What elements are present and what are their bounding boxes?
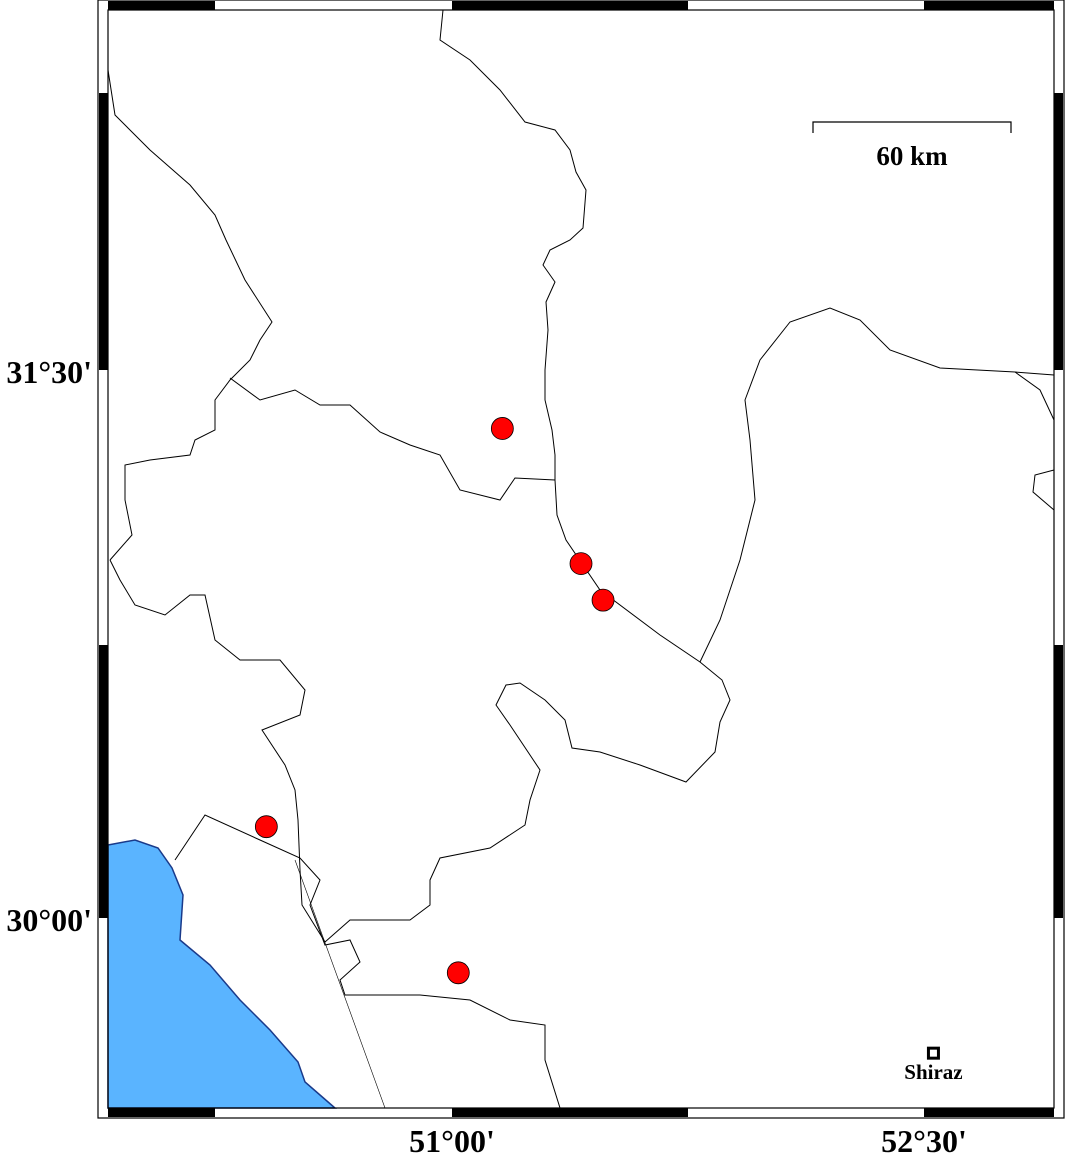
map-frame [97,0,1065,1119]
events-layer [254,417,615,985]
boundary-line [294,859,386,1109]
frame-segment [924,1,1054,10]
lon-tick-label: 52°30' [881,1123,967,1156]
boundary-line [1032,469,1055,511]
event-marker [569,552,593,576]
event-marker [591,588,615,612]
scale-bar: 60 km [812,121,1012,171]
city-marker [926,1046,940,1060]
boundaries [107,9,1055,1109]
boundary-line [109,9,731,943]
boundary-line [1014,371,1055,421]
boundary-line [699,307,1055,663]
frame-segment [1054,93,1063,370]
frame-segment [108,1,215,10]
frame-segment [108,1108,215,1117]
outer-frame [97,0,1065,1119]
city-label: Shiraz [904,1060,962,1084]
tick-labels: 51°00' 52°30' 31°30' 30°00' [6,354,967,1156]
event-marker [254,815,278,839]
frame-segment [1054,645,1063,918]
frame-segment [452,1,688,10]
scale-bar-line [812,121,1012,133]
frame-segment [452,1108,688,1117]
frame-segment [99,93,108,370]
frame-segment [924,1108,1054,1117]
event-marker [446,961,470,985]
lat-tick-label: 31°30' [6,354,92,390]
event-marker [490,417,514,440]
scale-bar-label: 60 km [876,141,948,171]
sea-polygon [107,839,338,1109]
cities-layer: Shiraz [904,1046,963,1084]
boundary-line [174,814,561,1109]
sea-area [107,839,338,1109]
lon-tick-label: 51°00' [409,1123,495,1156]
lat-tick-label: 30°00' [6,902,92,938]
boundary-line [229,377,556,501]
frame-segment [99,645,108,918]
boundary-line [107,69,273,561]
